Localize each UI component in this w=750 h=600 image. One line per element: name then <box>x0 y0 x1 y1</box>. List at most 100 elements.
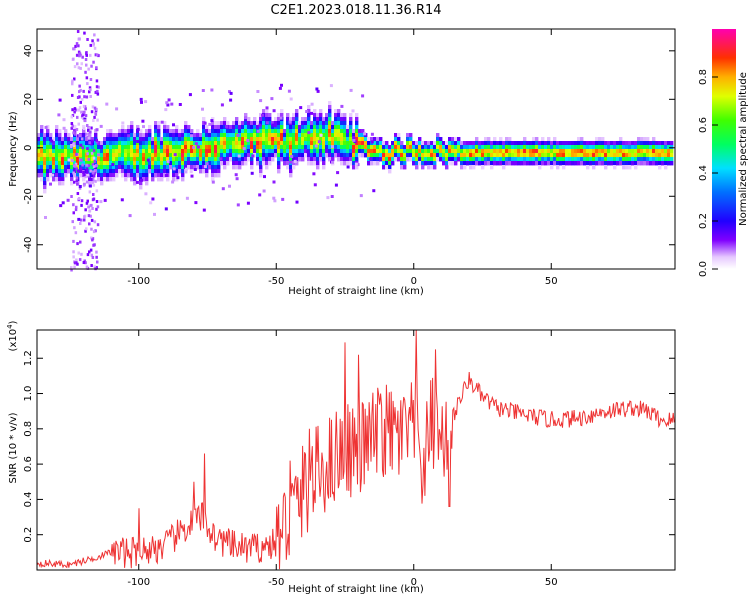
heatmap-cell <box>160 145 164 150</box>
heatmap-cell <box>277 121 281 126</box>
heatmap-cell <box>616 153 620 158</box>
heatmap-cell <box>322 165 326 170</box>
heatmap-cell <box>418 149 422 154</box>
heatmap-cell <box>142 141 146 146</box>
heatmap-cell <box>40 153 44 158</box>
heatmap-cell <box>289 117 293 122</box>
heatmap-cell <box>349 141 353 146</box>
heatmap-cell <box>217 161 221 166</box>
heatmap-cell <box>355 141 359 146</box>
heatmap-cell <box>562 157 566 162</box>
heatmap-cell <box>316 157 320 162</box>
heatmap-speckle <box>160 120 164 124</box>
heatmap-cell <box>214 133 218 138</box>
heatmap-cell <box>505 157 509 162</box>
heatmap-cell <box>142 165 146 170</box>
heatmap-cell <box>142 161 146 166</box>
heatmap-speckle <box>272 109 276 113</box>
heatmap-speckle <box>136 127 140 131</box>
heatmap-cell <box>154 169 158 174</box>
heatmap-cell <box>262 153 266 158</box>
heatmap-cell <box>211 137 215 142</box>
heatmap-cell <box>298 141 302 146</box>
heatmap-speckle <box>120 198 124 202</box>
heatmap-cell <box>376 145 380 150</box>
heatmap-cell <box>625 153 629 158</box>
heatmap-cell <box>298 137 302 142</box>
heatmap-cell <box>106 161 110 166</box>
heatmap-cell <box>247 117 251 122</box>
heatmap-speckle <box>78 134 82 138</box>
heatmap-speckle <box>77 108 81 112</box>
heatmap-cell <box>652 145 656 150</box>
heatmap-cell <box>637 161 641 166</box>
heatmap-cell <box>157 165 161 170</box>
heatmap-cell <box>286 117 290 122</box>
heatmap-cell <box>286 129 290 134</box>
heatmap-cell <box>244 141 248 146</box>
heatmap-cell <box>517 157 521 162</box>
heatmap-cell <box>595 145 599 150</box>
heatmap-cell <box>64 133 68 138</box>
heatmap-cell <box>541 137 545 142</box>
heatmap-cell <box>91 141 95 146</box>
heatmap-cell <box>664 161 668 166</box>
heatmap-cell <box>430 165 434 170</box>
heatmap-cell <box>151 153 155 158</box>
heatmap-cell <box>400 161 404 166</box>
heatmap-cell <box>193 137 197 142</box>
heatmap-cell <box>154 137 158 142</box>
heatmap-cell <box>217 173 221 178</box>
heatmap-speckle <box>197 145 200 149</box>
heatmap-cell <box>259 173 263 178</box>
heatmap-cell <box>268 149 272 154</box>
heatmap-cell <box>292 157 296 162</box>
heatmap-cell <box>220 153 224 158</box>
heatmap-cell <box>124 141 128 146</box>
heatmap-cell <box>346 157 350 162</box>
heatmap-cell <box>172 169 176 174</box>
heatmap-cell <box>244 117 248 122</box>
heatmap-cell <box>343 153 347 158</box>
heatmap-cell <box>568 153 572 158</box>
heatmap-cell <box>70 177 74 182</box>
heatmap-speckle <box>105 102 109 106</box>
heatmap-cell <box>196 133 200 138</box>
heatmap-cell <box>511 157 515 162</box>
heatmap-cell <box>163 141 167 146</box>
heatmap-cell <box>262 145 266 150</box>
heatmap-cell <box>319 121 323 126</box>
heatmap-cell <box>583 145 587 150</box>
heatmap-cell <box>61 149 65 154</box>
heatmap-cell <box>484 137 488 142</box>
heatmap-cell <box>310 153 314 158</box>
heatmap-cell <box>229 157 233 162</box>
heatmap-speckle <box>75 128 79 131</box>
spectrogram-frame <box>36 28 676 270</box>
heatmap-cell <box>43 189 47 194</box>
heatmap-cell <box>130 125 134 130</box>
heatmap-cell <box>163 129 167 134</box>
heatmap-cell <box>223 145 227 150</box>
heatmap-speckle <box>82 113 85 116</box>
heatmap-cell <box>79 153 83 158</box>
heatmap-cell <box>316 113 320 118</box>
heatmap-cell <box>457 145 461 150</box>
heatmap-cell <box>547 149 551 154</box>
heatmap-cell <box>355 125 359 130</box>
heatmap-cell <box>292 113 296 118</box>
heatmap-cell <box>505 141 509 146</box>
heatmap-cell <box>190 149 194 154</box>
heatmap-cell <box>325 133 329 138</box>
heatmap-cell <box>379 141 383 146</box>
heatmap-cell <box>448 161 452 166</box>
heatmap-cell <box>616 157 620 162</box>
heatmap-cell <box>334 153 338 158</box>
heatmap-cell <box>133 177 137 182</box>
heatmap-speckle <box>165 101 169 105</box>
heatmap-cell <box>619 145 623 150</box>
heatmap-speckle <box>95 107 98 111</box>
heatmap-cell <box>358 133 362 138</box>
heatmap-cell <box>217 165 221 170</box>
heatmap-cell <box>247 125 251 130</box>
